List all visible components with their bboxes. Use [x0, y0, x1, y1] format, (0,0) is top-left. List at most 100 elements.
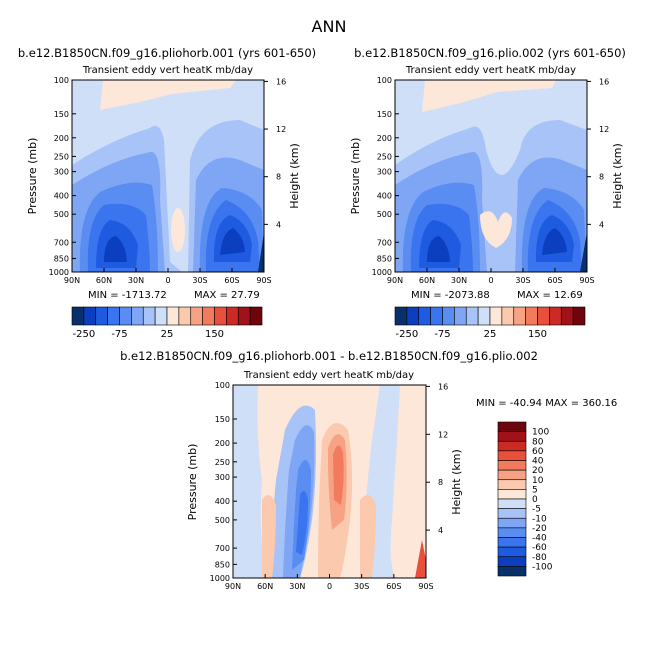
- p3-colorbar-level: -60: [532, 543, 547, 553]
- p3-x-tick-label: 90S: [418, 582, 433, 591]
- p1-x-tick-label: 0: [165, 276, 170, 285]
- p3-colorbar-swatch: [497, 508, 527, 519]
- panel-1-min-label: MIN = -1713.72: [88, 290, 167, 301]
- p3-y-tick-label: 200: [215, 439, 230, 448]
- p2-x-tick-label: 60S: [547, 276, 562, 285]
- p1-y-tick-label: 100: [54, 76, 69, 85]
- panel-3-title: b.e12.B1850CN.f09_g16.pliohorb.001 - b.e…: [120, 349, 538, 363]
- panel-3-ylabel: Pressure (mb): [186, 444, 199, 521]
- p2-colorbar-swatch: [489, 306, 503, 326]
- panel-2-height-axis: 16 12 8 4: [587, 77, 609, 229]
- panel-3-cool-band-peak: [296, 491, 308, 555]
- p2-y-tick-label: 500: [377, 210, 392, 219]
- p3-colorbar-swatch: [497, 537, 527, 548]
- p1-y-tick-label: 500: [54, 210, 69, 219]
- p1-colorbar-swatch: [178, 306, 192, 326]
- p3-y-tick-label: 250: [215, 458, 230, 467]
- page-title: ANN: [312, 17, 347, 36]
- p3-colorbar-swatch: [497, 566, 527, 577]
- p1-colorbar-swatch: [107, 306, 120, 326]
- p1-colorbar-swatch: [154, 306, 168, 326]
- panel-1-y2label: Height (km): [288, 143, 301, 209]
- p3-y-tick-label: 1000: [210, 574, 230, 583]
- p2-height-tick-label: 16: [599, 77, 609, 86]
- p3-colorbar-swatch: [497, 546, 527, 558]
- panel-2: b.e12.B1850CN.f09_g16.plio.002 (yrs 601-…: [349, 46, 626, 340]
- p1-y-tick-label: 250: [54, 152, 69, 161]
- p1-x-tick-label: 30S: [192, 276, 207, 285]
- p2-y-tick-label: 150: [377, 110, 392, 119]
- p1-height-tick-label: 12: [276, 125, 286, 134]
- panel-2-x-axis: 90N 60N 30N 0 30S 60S 90S: [387, 268, 595, 285]
- p3-y-tick-label: 100: [215, 381, 230, 390]
- p2-colorbar-swatch: [537, 306, 550, 326]
- p3-y-tick-label: 400: [215, 497, 230, 506]
- p2-colorbar-swatch: [442, 306, 455, 326]
- p2-colorbar-swatch: [394, 306, 408, 326]
- p3-colorbar-level: -100: [532, 562, 553, 572]
- p1-x-tick-label: 90N: [64, 276, 80, 285]
- panel-2-y-axis: 100 150 200 250 300 400 500 700 850 1000: [372, 76, 399, 277]
- p2-colorbar-swatch: [430, 306, 443, 326]
- p1-y-tick-label: 150: [54, 110, 69, 119]
- p3-colorbar-level: -10: [532, 514, 547, 524]
- p1-colorbar-tick: -75: [111, 329, 127, 340]
- p3-colorbar-swatch: [497, 527, 527, 538]
- panel-1-colorbar: [71, 306, 263, 326]
- p2-y-tick-label: 100: [377, 76, 392, 85]
- panel-1-contour-peak: [258, 232, 264, 272]
- panel-2-title: b.e12.B1850CN.f09_g16.plio.002 (yrs 601-…: [354, 46, 626, 60]
- p3-y-tick-label: 500: [215, 516, 230, 525]
- p1-colorbar-swatch: [95, 306, 108, 326]
- p3-x-tick-label: 30N: [289, 582, 305, 591]
- panel-2-contour-level-5: [419, 215, 574, 268]
- panel-1-ylabel: Pressure (mb): [26, 138, 39, 215]
- p2-x-tick-label: 60N: [419, 276, 435, 285]
- p3-x-tick-label: 60N: [257, 582, 273, 591]
- p2-colorbar-swatch: [454, 306, 467, 326]
- p1-colorbar-swatch: [119, 306, 132, 326]
- p2-y-tick-label: 700: [377, 238, 392, 247]
- panel-2-ylabel: Pressure (mb): [349, 138, 362, 215]
- panel-2-min-label: MIN = -2073.88: [411, 290, 490, 301]
- p3-height-tick-label: 16: [438, 382, 448, 391]
- p2-colorbar-swatch: [560, 306, 574, 326]
- p2-colorbar-swatch: [525, 306, 538, 326]
- p2-x-tick-label: 30S: [515, 276, 530, 285]
- p1-y-tick-label: 200: [54, 134, 69, 143]
- p2-y-tick-label: 200: [377, 134, 392, 143]
- p3-x-tick-label: 60S: [386, 582, 401, 591]
- panel-2-contour-level-6: [427, 228, 567, 262]
- panel-1-field: [72, 80, 264, 272]
- p3-y-tick-label: 300: [215, 473, 230, 482]
- panel-3-x-axis: 90N 60N 30N 0 30S 60S 90S: [225, 574, 434, 591]
- p3-colorbar-level: 5: [532, 485, 538, 495]
- p2-x-tick-label: 30N: [451, 276, 467, 285]
- panel-1-title: b.e12.B1850CN.f09_g16.pliohorb.001 (yrs …: [18, 46, 316, 60]
- p3-y-tick-label: 150: [215, 415, 230, 424]
- p1-height-tick-label: 4: [276, 220, 281, 229]
- p3-colorbar-level: 10: [532, 476, 544, 486]
- p1-colorbar-swatch: [202, 306, 215, 326]
- p3-colorbar-swatch: [497, 440, 527, 452]
- panel-1-colorbar-ticks: -250 -75 25 150: [73, 329, 225, 340]
- p2-colorbar-swatch: [477, 306, 491, 326]
- p1-colorbar-swatch: [166, 306, 180, 326]
- panel-3-subtitle: Transient eddy vert heatK mb/day: [243, 370, 414, 381]
- p1-height-tick-label: 16: [276, 77, 286, 86]
- panel-1-max-label: MAX = 27.79: [194, 290, 260, 301]
- p3-height-tick-label: 8: [438, 478, 443, 487]
- p3-height-tick-label: 4: [438, 526, 443, 535]
- p2-height-tick-label: 8: [599, 173, 604, 182]
- p3-colorbar-level: 0: [532, 495, 538, 505]
- panel-2-colorbar-ticks: -250 -75 25 150: [396, 329, 548, 340]
- p3-colorbar-swatch: [497, 450, 527, 461]
- p3-colorbar-level: 20: [532, 466, 544, 476]
- panel-3-y-axis: 100 150 200 250 300 400 500 700 850 1000: [210, 381, 237, 583]
- p1-colorbar-swatch: [249, 306, 263, 326]
- panel-1-warm-center: [171, 208, 185, 252]
- p2-y-tick-label: 400: [377, 192, 392, 201]
- p1-colorbar-swatch: [142, 306, 156, 326]
- p2-colorbar-swatch: [513, 306, 526, 326]
- p2-y-tick-label: 300: [377, 168, 392, 177]
